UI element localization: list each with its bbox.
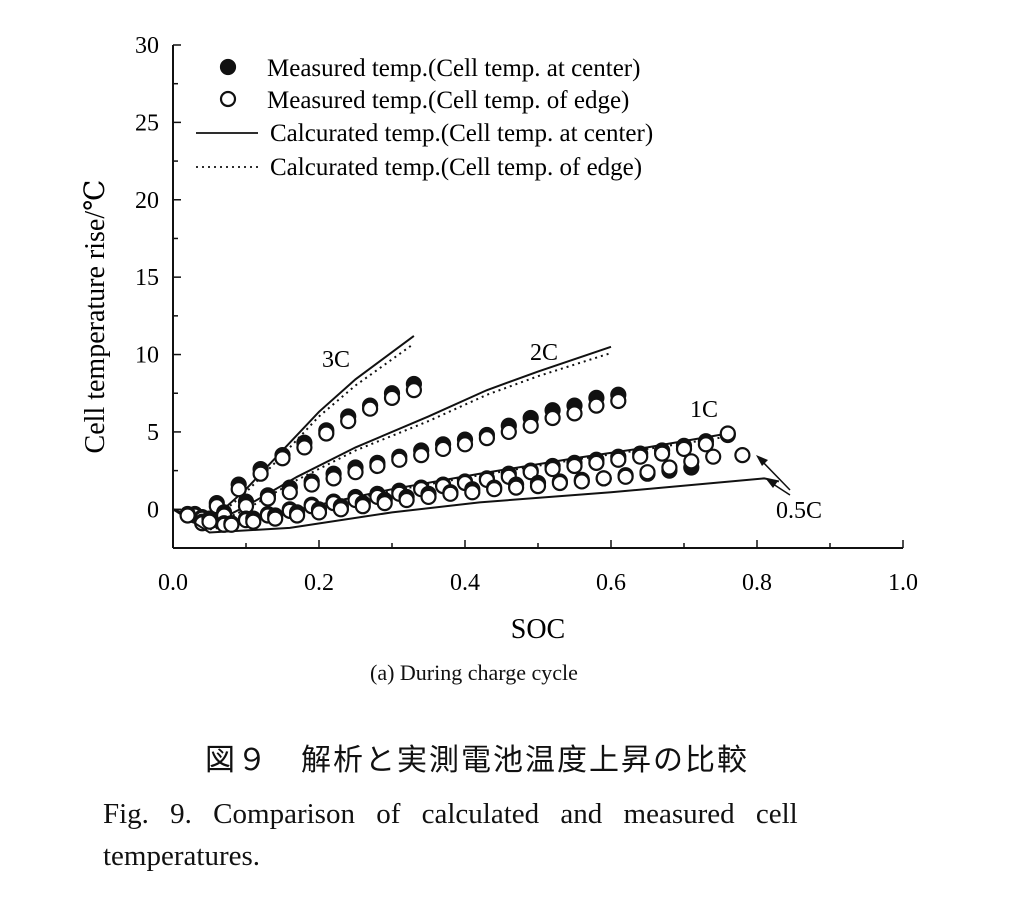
data-point [201, 513, 218, 530]
data-point [383, 389, 401, 406]
data-point [347, 464, 364, 481]
annotation-1c: 1C [690, 397, 718, 423]
data-point [705, 448, 722, 465]
data-point [318, 425, 335, 442]
legend-label: Measured temp.(Cell temp. at center) [267, 55, 640, 82]
data-point [529, 477, 547, 495]
data-point [405, 382, 422, 399]
data-point [617, 468, 634, 485]
data-point [478, 430, 495, 447]
data-point [362, 400, 379, 417]
legend-label: Calcurated temp.(Cell temp. at center) [270, 120, 653, 147]
data-point [719, 425, 736, 442]
x-tick-label: 0.4 [450, 570, 480, 596]
data-point [179, 507, 196, 524]
y-tick-label: 10 [135, 343, 159, 369]
chart: 0.0 0.2 0.4 0.6 0.8 1.0 0 5 10 15 20 25 30 SOC Cell te… [80, 33, 918, 640]
x-tick-label: 0.8 [742, 570, 772, 596]
data-point [420, 488, 437, 506]
x-tick-label: 0.6 [596, 570, 626, 596]
data-point [697, 436, 715, 453]
annotation-2c: 2C [530, 340, 558, 366]
data-point [267, 510, 284, 527]
x-axis-label: SOC [511, 614, 565, 640]
x-tick-label: 0.0 [158, 570, 188, 596]
data-point [398, 491, 415, 509]
data-point [588, 397, 605, 414]
arrowhead-icon [766, 479, 778, 488]
data-point [369, 457, 386, 475]
annotation-0-5c: 0.5C [776, 498, 822, 524]
legend-marker [219, 58, 237, 76]
data-point [281, 484, 298, 501]
series-line-2c-calculated-edge [172, 352, 612, 528]
data-point [683, 453, 700, 470]
data-point [675, 440, 693, 458]
x-tick-label: 0.2 [304, 570, 334, 596]
data-point [413, 447, 430, 464]
y-tick-label: 15 [135, 265, 159, 291]
annotation-3c: 3C [322, 347, 350, 373]
data-point [610, 451, 627, 468]
data-point [274, 450, 291, 467]
data-point [354, 498, 371, 515]
data-point [289, 507, 306, 524]
data-point [230, 481, 247, 498]
data-point [566, 405, 583, 422]
figure-caption-line2: temperatures. [103, 840, 261, 872]
data-point [223, 516, 240, 533]
y-tick-label: 20 [135, 188, 159, 214]
data-point [259, 490, 276, 507]
data-point [325, 470, 342, 487]
x-tick-label: 1.0 [888, 570, 918, 596]
data-point [544, 460, 561, 478]
y-axis-label: Cell temperature rise/℃ [80, 180, 111, 454]
y-tick-label: 0 [147, 497, 159, 523]
arrowhead-icon [756, 455, 768, 466]
data-point [303, 476, 320, 493]
series-line-0-5c-calculated-center [172, 477, 780, 534]
data-point [639, 464, 656, 481]
data-point [653, 445, 671, 462]
data-point [661, 459, 678, 476]
data-point [442, 485, 459, 502]
y-tick-label: 5 [147, 420, 159, 446]
data-point [310, 504, 328, 521]
data-point [522, 464, 539, 481]
data-point [252, 465, 269, 482]
data-point [522, 417, 539, 434]
data-point [435, 440, 452, 458]
figure-caption-japanese: 図９ 解析と実測電池温度上昇の比較 [205, 743, 749, 778]
data-point [573, 473, 590, 490]
data-point [296, 439, 313, 456]
data-point [734, 447, 751, 464]
data-point [507, 479, 525, 496]
chart-subtitle: (a) During charge cycle [370, 660, 578, 685]
data-point [551, 474, 569, 492]
data-point [595, 470, 612, 487]
legend-marker [219, 90, 237, 108]
data-point [610, 392, 627, 410]
data-point [544, 409, 561, 427]
data-point [340, 412, 357, 430]
data-point [245, 513, 262, 530]
data-point [500, 423, 517, 441]
legend-label: Calcurated temp.(Cell temp. of edge) [270, 154, 642, 181]
data-point [456, 436, 474, 453]
data-point [332, 501, 349, 518]
figure-caption-line1: Fig. 9. Comparison of calculated and mea… [103, 798, 798, 830]
data-point [588, 454, 605, 471]
data-point [376, 495, 393, 512]
data-point [391, 451, 408, 468]
legend-label: Measured temp.(Cell temp. of edge) [267, 87, 629, 114]
data-point [566, 457, 583, 475]
data-point [632, 448, 649, 465]
data-point [486, 481, 503, 498]
y-tick-label: 30 [135, 33, 159, 59]
y-tick-label: 25 [135, 110, 159, 136]
data-point [464, 484, 481, 501]
